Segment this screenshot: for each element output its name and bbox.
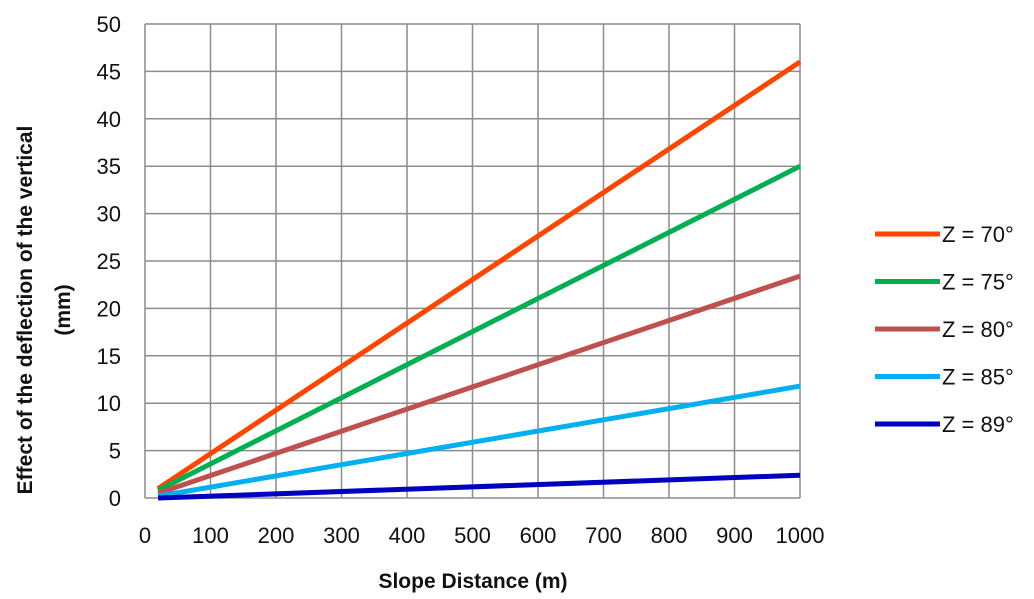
legend-label: Z = 89° — [942, 412, 1014, 437]
legend-label: Z = 85° — [942, 365, 1014, 390]
x-tick-label: 800 — [651, 523, 688, 548]
y-tick-label: 30 — [97, 202, 121, 227]
series-line — [157, 383, 801, 499]
y-tick-label: 50 — [97, 12, 121, 37]
series-line — [158, 472, 801, 501]
y-tick-label: 40 — [97, 107, 121, 132]
legend: Z = 70° Z = 75° Z = 80° Z = 85° Z = 89° — [875, 222, 1014, 437]
legend-label: Z = 70° — [942, 222, 1014, 247]
y-tick-label: 45 — [97, 59, 121, 84]
y-tick-label: 20 — [97, 296, 121, 321]
grid — [144, 23, 801, 499]
x-tick-label: 200 — [258, 523, 295, 548]
x-axis-ticks: 0 100 200 300 400 500 600 700 800 900 1000 — [139, 523, 825, 548]
x-tick-label: 1000 — [776, 523, 825, 548]
series-line — [156, 163, 802, 493]
legend-label: Z = 80° — [942, 317, 1014, 342]
x-tick-label: 500 — [454, 523, 491, 548]
y-axis-ticks: 0 5 10 15 20 25 30 35 40 45 50 — [97, 12, 121, 511]
x-tick-label: 400 — [389, 523, 426, 548]
y-tick-label: 0 — [109, 486, 121, 511]
y-axis-title: Effect of the deflection of the vertical — [14, 126, 37, 495]
y-tick-label: 35 — [97, 154, 121, 179]
y-tick-label: 10 — [97, 391, 121, 416]
x-tick-label: 100 — [192, 523, 229, 548]
series-line — [157, 273, 801, 496]
series-lines — [156, 59, 802, 501]
legend-label: Z = 75° — [942, 270, 1014, 295]
x-axis-title: Slope Distance (m) — [378, 570, 567, 593]
x-tick-label: 900 — [716, 523, 753, 548]
y-tick-label: 25 — [97, 249, 121, 274]
x-tick-label: 700 — [585, 523, 622, 548]
series-line — [156, 59, 802, 491]
x-tick-label: 0 — [139, 523, 151, 548]
x-tick-label: 300 — [323, 523, 360, 548]
y-tick-label: 15 — [97, 344, 121, 369]
y-axis-title-unit: (mm) — [52, 284, 75, 335]
x-tick-label: 600 — [520, 523, 557, 548]
y-tick-label: 5 — [109, 439, 121, 464]
